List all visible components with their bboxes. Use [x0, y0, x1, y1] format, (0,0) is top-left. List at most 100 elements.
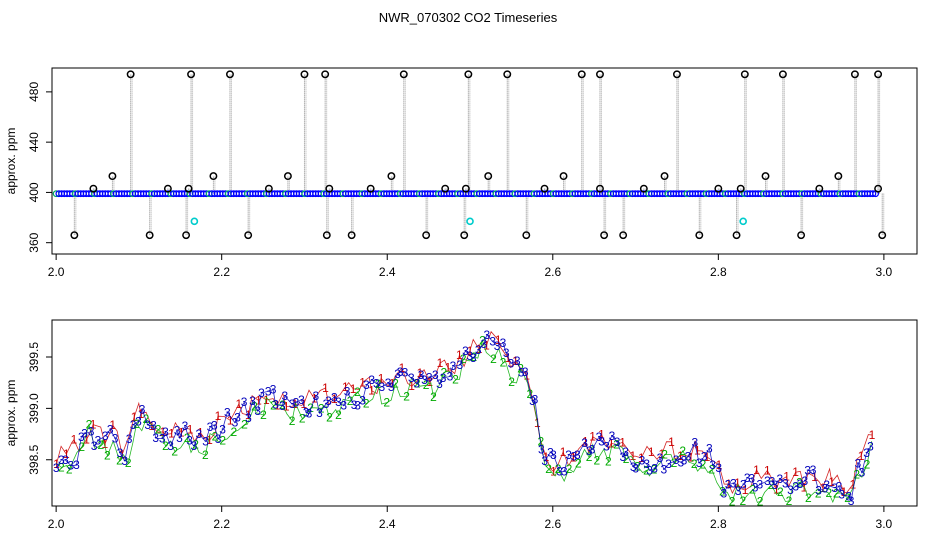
cyan-marker: [190, 217, 199, 226]
series-marker: 2: [192, 437, 199, 451]
series-marker: 1: [368, 384, 375, 398]
series-marker: 3: [335, 395, 342, 409]
series-marker: 3: [462, 344, 469, 358]
series-marker: 3: [340, 399, 347, 413]
spike-marker: [874, 184, 883, 193]
series-marker: 2: [241, 418, 248, 432]
series-marker: 1: [206, 433, 213, 447]
series-marker: 3: [373, 376, 380, 390]
series-marker: 2: [826, 486, 833, 500]
series-marker: 2: [586, 450, 593, 464]
series-marker: 3: [596, 430, 603, 444]
series-marker: 2: [260, 408, 267, 422]
series-marker: 3: [720, 486, 727, 500]
series-marker: 3: [53, 461, 60, 475]
series-marker: 2: [709, 463, 716, 477]
series-marker: 1: [483, 338, 490, 352]
series-marker: 3: [232, 416, 239, 430]
series-marker: 3: [378, 380, 385, 394]
spike-marker: [322, 231, 331, 240]
series-marker: 3: [258, 386, 265, 400]
spike-marker: [619, 231, 628, 240]
series-marker: 2: [749, 483, 756, 497]
series-marker: 3: [130, 418, 137, 432]
series-marker: 1: [445, 361, 452, 375]
series-marker: 3: [677, 455, 684, 469]
series-marker: 3: [368, 373, 375, 387]
series-marker: 2: [545, 462, 552, 476]
series-marker: 2: [671, 456, 678, 470]
series-marker: 3: [867, 440, 874, 454]
series-marker: 3: [522, 365, 529, 379]
series-marker: 2: [230, 425, 237, 439]
series-marker: 2: [307, 401, 314, 415]
x-tick-label: 2.6: [544, 517, 561, 531]
spike-marker: [577, 70, 586, 79]
series-marker: 3: [665, 457, 672, 471]
series-marker: 1: [342, 380, 349, 394]
series-marker: 3: [586, 444, 593, 458]
spike-marker: [714, 184, 723, 193]
series-marker: 1: [828, 475, 835, 489]
series-marker: 1: [227, 413, 234, 427]
series-marker: 3: [351, 398, 358, 412]
series-marker: 3: [432, 368, 439, 382]
series-marker: 2: [335, 408, 342, 422]
series-marker: 3: [651, 462, 658, 476]
series-marker: 2: [97, 438, 104, 452]
series-marker: 1: [109, 418, 116, 432]
series-marker: 3: [503, 346, 510, 360]
spike-marker: [522, 231, 531, 240]
series-marker: 3: [863, 446, 870, 460]
series-marker: 3: [289, 397, 296, 411]
series-marker: 3: [706, 441, 713, 455]
x-tick-label: 3.0: [876, 517, 893, 531]
series-marker: 3: [709, 458, 716, 472]
series-marker: 2: [623, 452, 630, 466]
series-marker: 3: [196, 427, 203, 441]
series-marker: 1: [90, 418, 97, 432]
series-marker: 3: [144, 418, 151, 432]
series-marker: 3: [660, 462, 667, 476]
series-marker: 2: [740, 494, 747, 508]
series-marker: 2: [729, 495, 736, 509]
series-marker: 3: [561, 465, 568, 479]
series-marker: 3: [632, 461, 639, 475]
series-marker: 3: [270, 383, 277, 397]
series-marker: 3: [529, 394, 536, 408]
series-marker: 1: [764, 464, 771, 478]
series-marker: 2: [58, 460, 65, 474]
series-marker: 3: [701, 450, 708, 464]
series-marker: 1: [753, 463, 760, 477]
y-axis-label-top: approx. ppm: [4, 128, 18, 195]
series-marker: 2: [251, 399, 258, 413]
series-marker: 1: [543, 450, 550, 464]
series-marker: 3: [313, 389, 320, 403]
series-marker: 1: [359, 375, 366, 389]
series-marker: 2: [78, 440, 85, 454]
series-marker: 1: [119, 448, 126, 462]
series-marker: 3: [293, 395, 300, 409]
spike-marker: [503, 70, 512, 79]
spike-marker: [300, 70, 309, 79]
series-marker: 2: [643, 463, 650, 477]
x-tick-label: 2.2: [213, 517, 230, 531]
spike-marker: [182, 231, 191, 240]
series-marker: 2: [691, 457, 698, 471]
series-marker: 2: [202, 448, 209, 462]
series-marker: 1: [495, 333, 502, 347]
series-marker: 1: [350, 382, 357, 396]
spike-marker: [226, 70, 234, 79]
series-marker: 3: [470, 351, 477, 365]
series-marker: 3: [265, 384, 272, 398]
series-marker: 2: [613, 437, 620, 451]
series-marker: 1: [301, 397, 308, 411]
series-marker: 3: [363, 378, 370, 392]
series-marker: 2: [430, 390, 437, 404]
spike-marker: [209, 172, 218, 181]
series-marker: 3: [466, 349, 473, 363]
series-marker: 1: [687, 451, 694, 465]
series-marker: 3: [725, 477, 732, 491]
series-marker: 3: [245, 411, 252, 425]
series-marker: 3: [792, 479, 799, 493]
